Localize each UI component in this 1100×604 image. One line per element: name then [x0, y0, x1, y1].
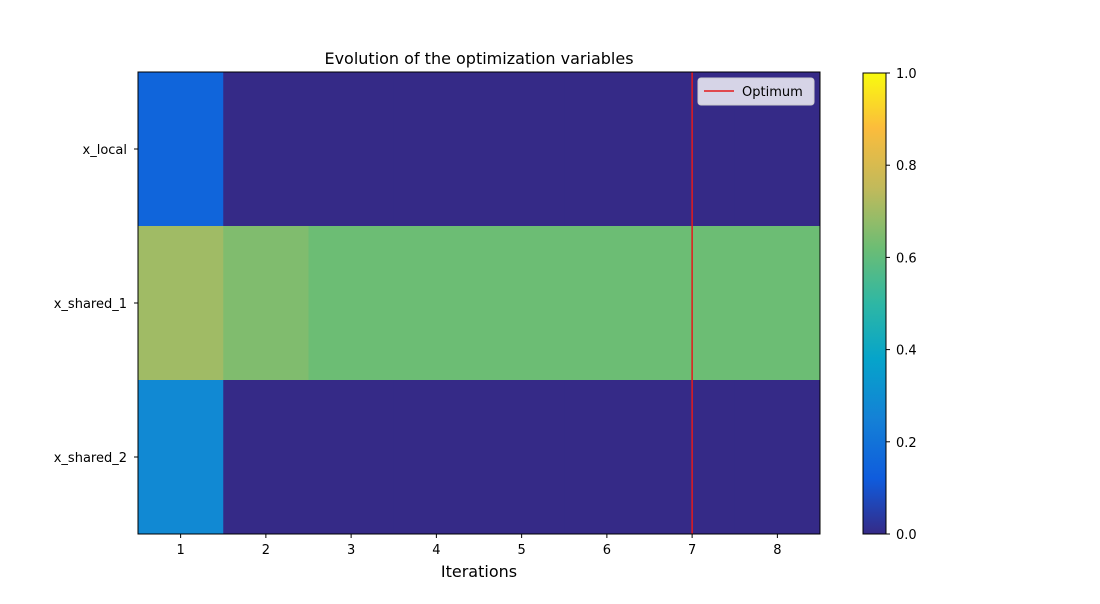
x-tick-label: 1 — [176, 543, 184, 558]
heatmap-cell — [308, 72, 395, 227]
heatmap-cell — [734, 380, 821, 535]
x-tick-label: 8 — [773, 543, 781, 558]
x-axis-ticks: 1 2 3 4 5 6 7 8 — [176, 534, 782, 558]
y-tick-label: x_local — [83, 143, 127, 158]
heatmap-cell — [564, 380, 650, 535]
heatmap-cell — [138, 72, 224, 227]
heatmap-cell — [393, 380, 480, 535]
legend-label: Optimum — [742, 85, 803, 100]
colorbar-tick-label: 0.0 — [896, 528, 917, 543]
x-tick-label: 5 — [517, 543, 525, 558]
heatmap-cell — [138, 380, 224, 535]
colorbar — [862, 72, 887, 535]
legend-box — [697, 77, 815, 106]
x-tick-label: 7 — [688, 543, 696, 558]
x-tick-label: 2 — [262, 543, 270, 558]
x-tick-label: 6 — [603, 543, 611, 558]
colorbar-tick-label: 1.0 — [896, 67, 917, 82]
x-tick-label: 4 — [432, 543, 440, 558]
chart-title: Evolution of the optimization variables — [324, 49, 633, 68]
y-axis-ticks: x_local x_shared_1 x_shared_2 — [54, 143, 138, 466]
heatmap-cell — [564, 72, 650, 227]
heatmap-cell — [479, 226, 565, 381]
legend[interactable]: Optimum — [697, 77, 815, 106]
x-axis-label: Iterations — [441, 562, 517, 581]
heatmap-cell — [308, 380, 395, 535]
heatmap-cell — [393, 72, 480, 227]
colorbar-tick-label: 0.2 — [896, 436, 917, 451]
y-tick-label: x_shared_1 — [54, 297, 127, 312]
x-tick-label: 3 — [347, 543, 355, 558]
heatmap-cell — [734, 226, 821, 381]
colorbar-tick-label: 0.8 — [896, 159, 917, 174]
colorbar-tick-label: 0.6 — [896, 251, 917, 266]
colorbar-tick-label: 0.4 — [896, 344, 917, 359]
heatmap-cell — [564, 226, 650, 381]
colorbar-ticks: 0.0 0.2 0.4 0.6 0.8 1.0 — [886, 67, 917, 543]
heatmap-cell — [223, 72, 309, 227]
heatmap-cell — [223, 226, 309, 381]
heatmap-cell — [308, 226, 395, 381]
y-tick-label: x_shared_2 — [54, 451, 127, 466]
heatmap-cell — [223, 380, 309, 535]
heatmap-cell — [479, 72, 565, 227]
heatmap-cells — [138, 72, 821, 535]
heatmap-cell — [479, 380, 565, 535]
heatmap-cell — [138, 226, 224, 381]
heatmap-cell — [393, 226, 480, 381]
